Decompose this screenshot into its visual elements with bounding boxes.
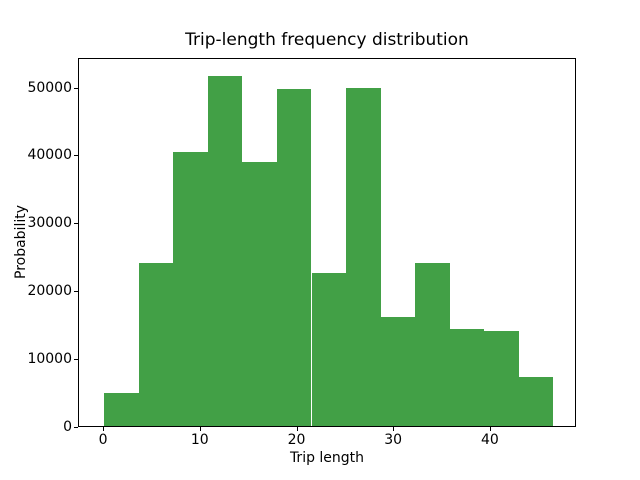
histogram-bar	[380, 316, 416, 426]
histogram-bar	[449, 328, 485, 426]
x-tick-label: 40	[480, 432, 499, 448]
y-tick-label: 30000	[27, 215, 72, 232]
y-tick-label: 40000	[27, 147, 72, 164]
plot-area	[78, 58, 576, 427]
x-tick-label: 0	[98, 432, 108, 448]
y-tick-label: 0	[63, 419, 72, 435]
x-tick-mark	[489, 427, 491, 431]
x-tick-mark	[199, 427, 201, 431]
histogram-bar	[518, 377, 554, 426]
y-tick-label: 20000	[27, 283, 72, 300]
histogram-bar	[346, 88, 381, 426]
y-tick-mark	[74, 291, 78, 293]
x-tick-label: 20	[287, 432, 306, 448]
x-tick-mark	[296, 427, 298, 431]
y-tick-mark	[74, 155, 78, 157]
y-tick-mark	[74, 427, 78, 428]
histogram-bar	[311, 272, 346, 426]
x-tick-label: 10	[190, 432, 209, 448]
x-tick-mark	[393, 427, 395, 431]
x-tick-mark	[103, 427, 105, 431]
histogram-bar	[242, 161, 277, 426]
x-axis-label: Trip length	[289, 450, 365, 466]
histogram-bar	[276, 88, 312, 426]
y-tick-label: 10000	[27, 351, 72, 368]
y-tick-label: 50000	[27, 79, 72, 96]
y-tick-mark	[74, 223, 78, 225]
x-tick-label: 30	[384, 432, 403, 448]
histogram-bar	[415, 262, 450, 426]
y-tick-mark	[74, 87, 78, 89]
y-axis-label: Probability	[13, 204, 29, 280]
histogram-bar	[104, 393, 139, 426]
histogram-bar	[207, 76, 243, 426]
histogram-bar	[173, 151, 208, 426]
y-tick-mark	[74, 359, 78, 361]
histogram-bar	[484, 331, 519, 426]
histogram-bar	[138, 262, 174, 426]
chart-title: Trip-length frequency distribution	[185, 30, 469, 50]
